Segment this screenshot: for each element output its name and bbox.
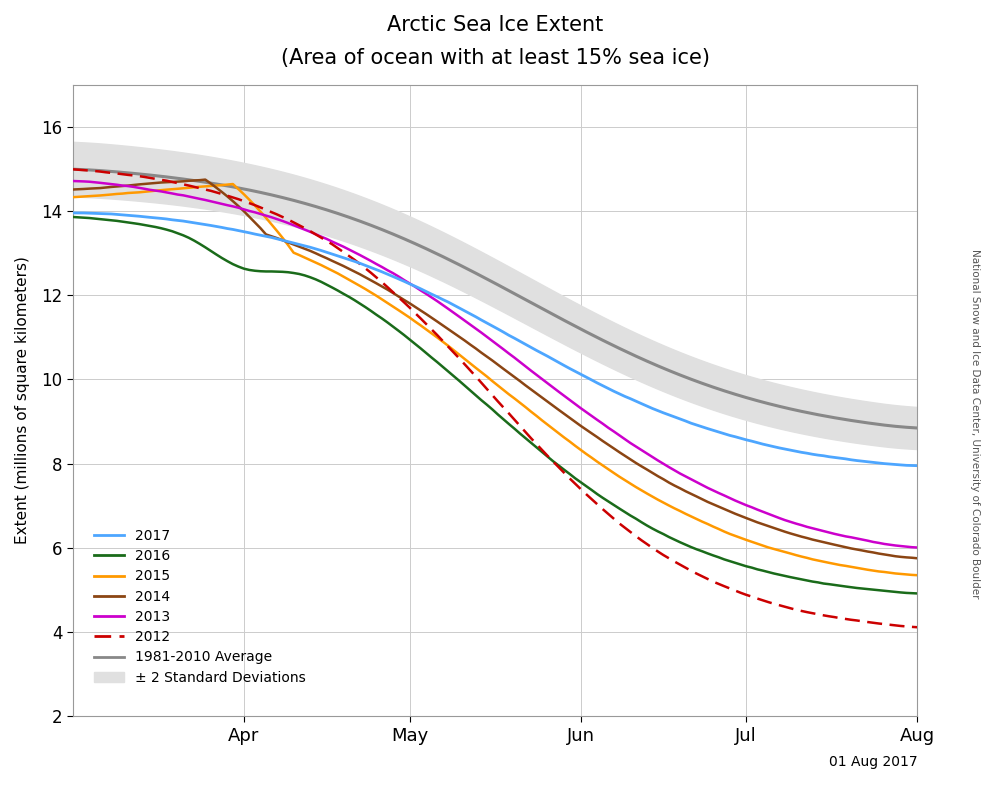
Y-axis label: Extent (millions of square kilometers): Extent (millions of square kilometers) <box>15 257 30 544</box>
Legend: 2017, 2016, 2015, 2014, 2013, 2012, 1981-2010 Average, ± 2 Standard Deviations: 2017, 2016, 2015, 2014, 2013, 2012, 1981… <box>88 523 312 690</box>
Text: National Snow and Ice Data Center, University of Colorado Boulder: National Snow and Ice Data Center, Unive… <box>970 250 980 598</box>
Text: 01 Aug 2017: 01 Aug 2017 <box>829 755 917 769</box>
Title: Arctic Sea Ice Extent
(Area of ocean with at least 15% sea ice): Arctic Sea Ice Extent (Area of ocean wit… <box>281 15 710 68</box>
